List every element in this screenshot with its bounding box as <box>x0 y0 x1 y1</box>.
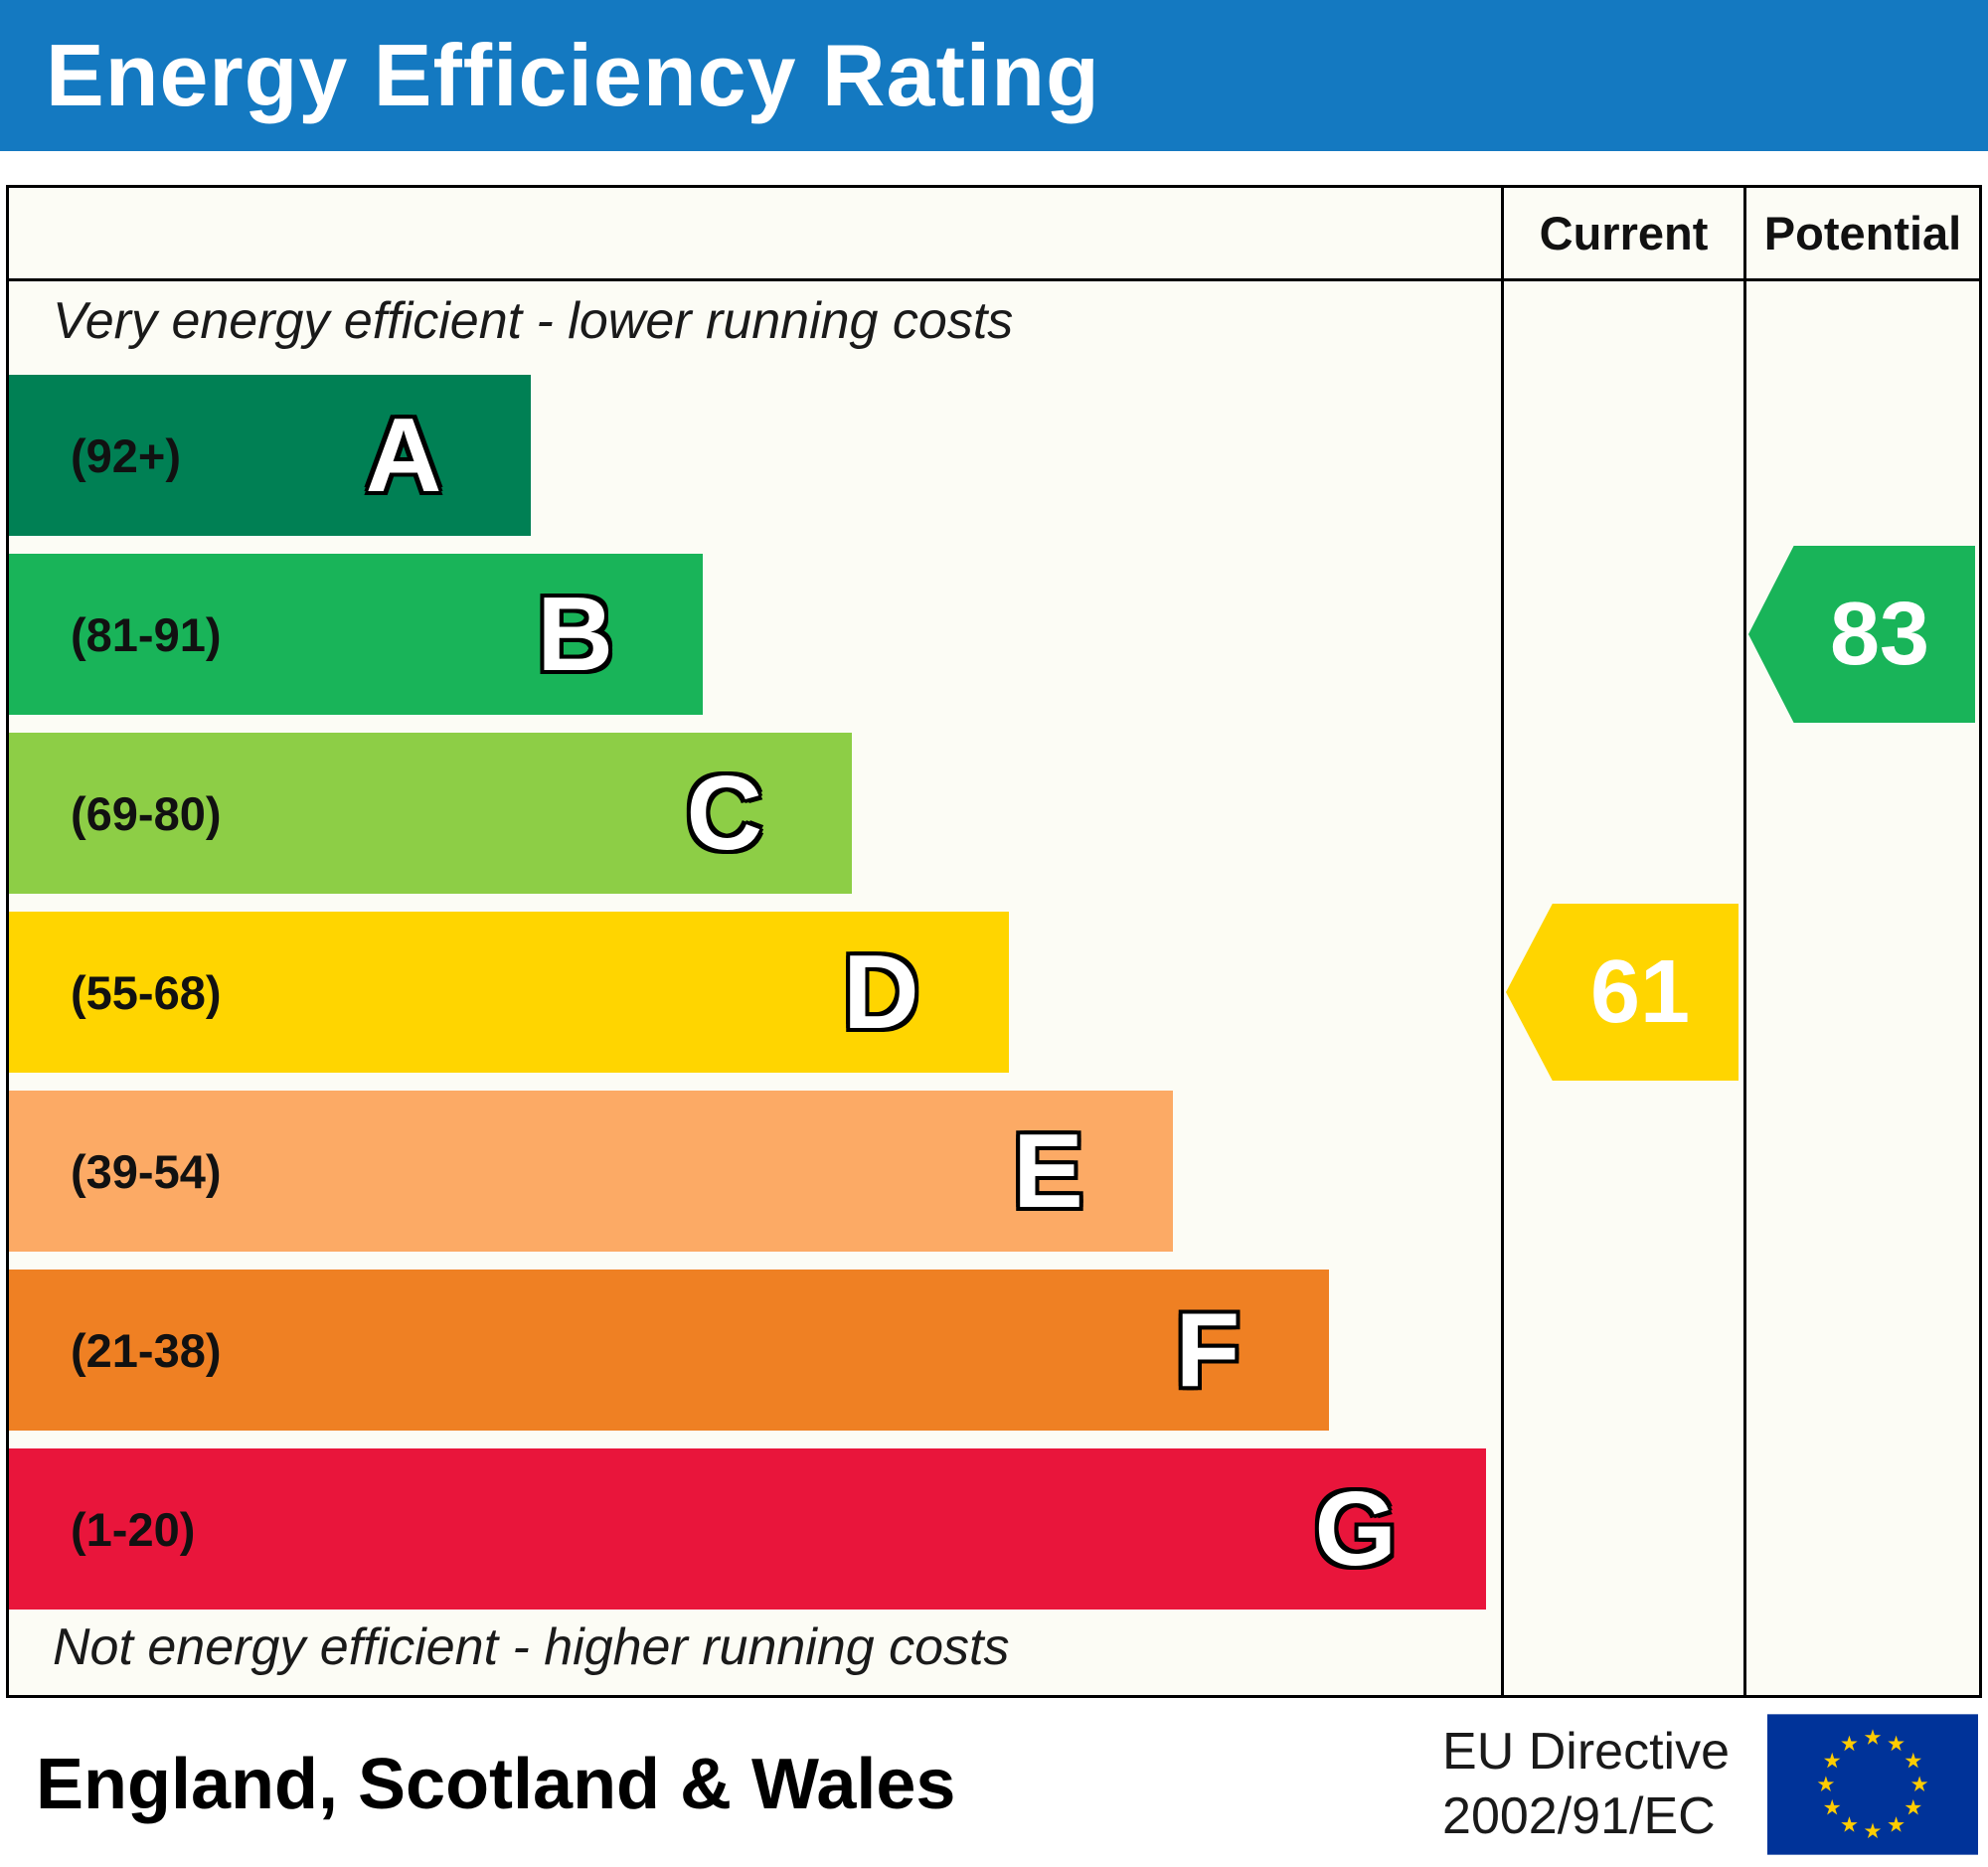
current-rating-arrow: 61 <box>1506 904 1739 1081</box>
band-range-label: (1-20) <box>71 1502 196 1556</box>
current-column-separator <box>1501 188 1504 1695</box>
band-bar-f: (21-38) F <box>9 1270 1330 1431</box>
top-note: Very energy efficient - lower running co… <box>53 292 1014 350</box>
current-rating-value: 61 <box>1589 941 1691 1042</box>
band-letter: D <box>843 934 919 1051</box>
potential-rating-value: 83 <box>1829 584 1930 684</box>
eu-directive-line2: 2002/91/EC <box>1442 1787 1716 1845</box>
page-title: Energy Efficiency Rating <box>46 26 1100 124</box>
eu-directive-line1: EU Directive <box>1442 1723 1730 1781</box>
footer: England, Scotland & Wales EU Directive 2… <box>0 1702 1988 1867</box>
rating-bands: (92+) A (81-91) B (69-80) C (55-68) D (3… <box>9 375 1501 1627</box>
band-bar-c: (69-80) C <box>9 733 853 894</box>
band-bar-b: (81-91) B <box>9 554 703 715</box>
potential-column-separator <box>1743 188 1746 1695</box>
band-letter: B <box>537 576 613 693</box>
band-range-label: (69-80) <box>71 786 222 840</box>
band-letter: G <box>1314 1470 1397 1588</box>
title-bar: Energy Efficiency Rating <box>0 0 1988 151</box>
band-range-label: (55-68) <box>71 965 222 1019</box>
column-header-row: Current Potential <box>9 188 1979 281</box>
bottom-note: Not energy efficient - higher running co… <box>53 1618 1010 1676</box>
band-bar-g: (1-20) G <box>9 1448 1486 1610</box>
region-label: England, Scotland & Wales <box>36 1745 956 1824</box>
band-bar-d: (55-68) D <box>9 912 1009 1073</box>
band-letter: C <box>686 755 763 872</box>
band-letter: A <box>365 397 442 514</box>
potential-rating-arrow: 83 <box>1748 546 1975 723</box>
potential-column-header: Potential <box>1763 207 1962 259</box>
band-letter: E <box>1013 1112 1083 1230</box>
eu-flag-icon <box>1767 1714 1978 1855</box>
band-bar-e: (39-54) E <box>9 1091 1173 1252</box>
band-range-label: (81-91) <box>71 607 222 661</box>
band-range-label: (39-54) <box>71 1144 222 1198</box>
band-range-label: (92+) <box>71 428 182 482</box>
eu-directive-label: EU Directive 2002/91/EC <box>1442 1720 1730 1849</box>
band-range-label: (21-38) <box>71 1323 222 1377</box>
chart-frame: Current Potential Very energy efficient … <box>6 185 1982 1698</box>
current-column-header: Current <box>1539 207 1709 259</box>
band-letter: F <box>1175 1291 1241 1409</box>
band-bar-a: (92+) A <box>9 375 532 536</box>
